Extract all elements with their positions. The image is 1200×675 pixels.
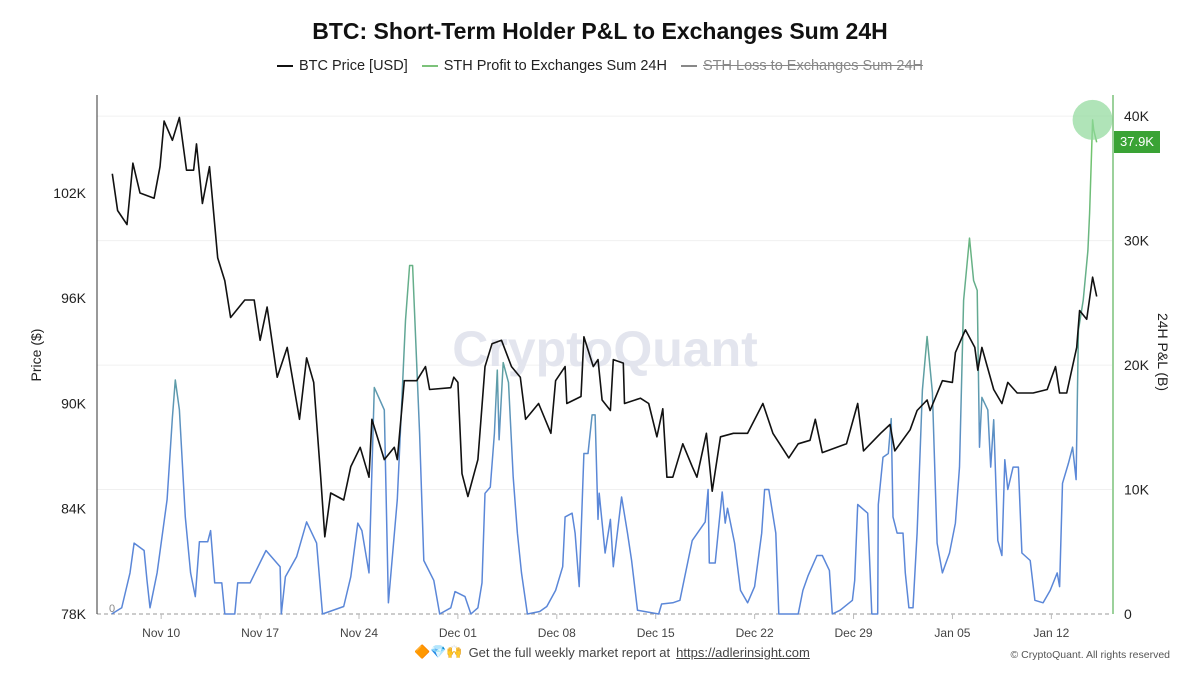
legend-swatch-icon [276, 65, 293, 67]
footer-text: Get the full weekly market report at [468, 644, 671, 660]
zero-label: 0 [109, 603, 115, 615]
x-tick-label: Nov 10 [142, 626, 180, 640]
legend-label: BTC Price [USD] [298, 58, 408, 74]
x-tick-label: Dec 01 [439, 626, 477, 640]
watermark: CryptoQuant [452, 321, 758, 377]
legend-item-sth-profit[interactable]: STH Profit to Exchanges Sum 24H [421, 58, 667, 74]
x-tick-label: Nov 17 [241, 626, 279, 640]
y-tick-right-label: 40K [1124, 108, 1150, 124]
legend-swatch-icon [421, 65, 438, 67]
legend-item-btc-price[interactable]: BTC Price [USD] [276, 58, 408, 74]
y-tick-left-label: 96K [61, 290, 87, 306]
footer: 🔶💎🙌 Get the full weekly market report at… [414, 644, 810, 660]
y-axis-left-label: Price ($) [28, 328, 44, 382]
legend-label: STH Profit to Exchanges Sum 24H [443, 58, 667, 74]
emoji-icons: 🔶💎🙌 [414, 644, 463, 659]
y-tick-left-label: 90K [61, 395, 87, 411]
y-axis-right-label: 24H P&L (B) [1155, 312, 1171, 392]
legend-swatch-icon [680, 65, 697, 67]
x-tick-label: Dec 29 [835, 626, 873, 640]
report-link[interactable]: https://adlerinsight.com [676, 644, 810, 660]
legend: BTC Price [USD] STH Profit to Exchanges … [0, 58, 1200, 74]
x-tick-label: Jan 12 [1033, 626, 1069, 640]
y-tick-right-label: 30K [1124, 233, 1150, 249]
last-value-label: 37.9K [1114, 131, 1160, 153]
legend-label: STH Loss to Exchanges Sum 24H [702, 58, 924, 74]
legend-item-sth-loss[interactable]: STH Loss to Exchanges Sum 24H [680, 58, 924, 74]
x-tick-label: Dec 15 [637, 626, 675, 640]
peak-highlight-marker [1072, 99, 1113, 140]
y-tick-right-label: 0 [1124, 606, 1132, 622]
y-tick-right-label: 20K [1124, 357, 1150, 373]
series-line-sth-profit [111, 119, 1098, 615]
chart-title: BTC: Short-Term Holder P&L to Exchanges … [312, 18, 888, 44]
series-line-btc-price [111, 116, 1098, 538]
x-tick-label: Jan 05 [934, 626, 970, 640]
y-tick-left-label: 84K [61, 501, 87, 517]
y-tick-right-label: 10K [1124, 482, 1150, 498]
x-tick-label: Dec 22 [736, 626, 774, 640]
x-tick-label: Dec 08 [538, 626, 576, 640]
x-tick-label: Nov 24 [340, 626, 378, 640]
y-tick-left-label: 102K [53, 185, 86, 201]
y-tick-left-label: 78K [61, 606, 87, 622]
copyright: © CryptoQuant. All rights reserved [1010, 649, 1170, 661]
